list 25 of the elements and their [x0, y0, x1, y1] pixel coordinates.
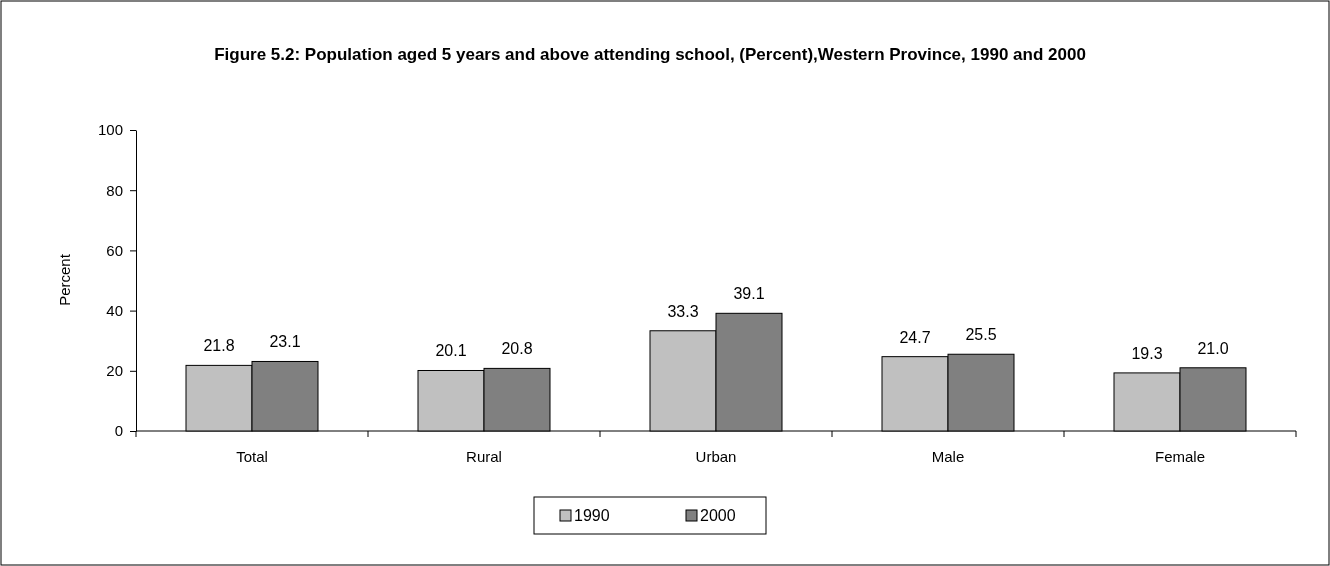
x-tick-label: Female	[1154, 448, 1206, 465]
y-tick-label: 20	[106, 362, 123, 380]
data-label: 33.3	[667, 302, 699, 320]
y-tick-label: 100	[97, 121, 123, 139]
data-label: 25.5	[965, 326, 997, 344]
data-label: 39.1	[733, 285, 765, 303]
data-label: 19.3	[1131, 344, 1163, 362]
data-label: 24.7	[899, 328, 931, 346]
y-tick-label: 40	[106, 301, 123, 319]
y-tick-label: 80	[106, 181, 123, 199]
x-tick-label: Total	[236, 448, 268, 465]
data-label: 20.1	[435, 342, 467, 360]
x-tick-label: Male	[931, 448, 965, 465]
y-axis-title: Percent	[56, 253, 73, 306]
legend-label: 1990	[574, 507, 610, 524]
data-label: 21.8	[203, 337, 235, 355]
y-tick-label: 0	[114, 422, 123, 440]
x-tick-label: Rural	[466, 448, 502, 465]
y-tick-label: 60	[106, 241, 123, 259]
legend-label: 2000	[700, 507, 736, 524]
x-tick-label: Urban	[695, 448, 737, 465]
chart-title: Figure 5.2: Population aged 5 years and above attending school, (Percent),Western Province, 1990 and 2000	[214, 45, 1086, 64]
data-label: 20.8	[501, 340, 533, 358]
data-label: 21.0	[1197, 339, 1229, 357]
data-label: 23.1	[269, 333, 301, 351]
